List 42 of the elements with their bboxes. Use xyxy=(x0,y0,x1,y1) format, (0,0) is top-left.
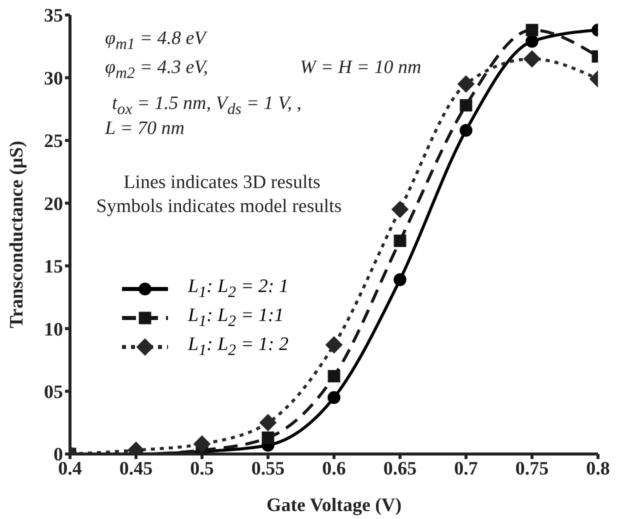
x-axis-title: Gate Voltage (V) xyxy=(266,495,402,516)
point xyxy=(394,234,406,247)
x-tick-label: 0.45 xyxy=(119,458,153,480)
x-tick-label: 0.5 xyxy=(190,458,214,480)
legend-label: L$_{1}$: L$_{2}$ = 1: 2 xyxy=(188,334,288,360)
point xyxy=(392,200,408,218)
point xyxy=(526,24,538,36)
point xyxy=(458,75,474,92)
point xyxy=(260,414,276,432)
point xyxy=(526,34,538,48)
legend-label: L$_{1}$: L$_{2}$ = 1:1 xyxy=(188,304,284,330)
y-tick-label: 10 xyxy=(44,319,63,340)
x-tick-label: 0.7 xyxy=(454,458,478,480)
annotation: L = 70 nm xyxy=(105,118,185,140)
x-tick-label: 0.6 xyxy=(322,458,346,480)
point xyxy=(394,273,406,286)
x-tick-label: 0.75 xyxy=(515,458,549,480)
point xyxy=(328,391,340,404)
point xyxy=(460,99,472,112)
annotation: φ$_{m2}$ = 4.3 eV, xyxy=(105,57,208,83)
y-tick-label: 30 xyxy=(44,68,63,90)
point xyxy=(460,124,472,137)
point xyxy=(524,50,540,68)
x-tick-label: 0.8 xyxy=(586,458,610,480)
x-tick-label: 0.65 xyxy=(383,458,417,480)
annotation: t$_{ox}$ = 1.5 nm, V$_{ds}$ = 1 V, , xyxy=(112,93,302,119)
annotation: Symbols indicates model results xyxy=(95,196,343,218)
y-tick-label: 15 xyxy=(44,256,63,278)
point xyxy=(326,336,342,354)
y-tick-label: 20 xyxy=(44,194,63,215)
x-tick-label: 0.55 xyxy=(251,458,285,480)
legend-label: L$_{1}$: L$_{2}$ = 2: 1 xyxy=(188,276,288,302)
annotation: φ$_{m1}$ = 4.8 eV xyxy=(105,28,206,54)
point xyxy=(328,370,340,382)
y-tick-label: 25 xyxy=(44,131,63,152)
y-axis-title: Transconductance (µS) xyxy=(6,140,28,328)
annotation: W = H = 10 nm xyxy=(300,57,422,79)
y-tick-label: 05 xyxy=(44,382,63,404)
point xyxy=(262,431,274,444)
point xyxy=(194,435,210,452)
y-tick-label: 35 xyxy=(44,6,63,27)
annotation: Lines indicates 3D results xyxy=(122,172,322,194)
